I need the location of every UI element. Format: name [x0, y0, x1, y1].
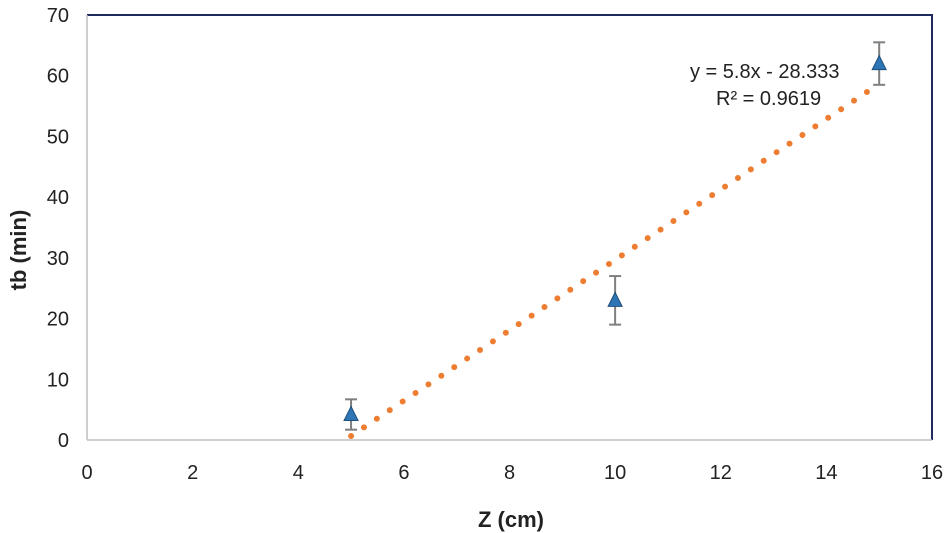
trendline-equation: y = 5.8x - 28.333: [690, 61, 840, 83]
x-tick-label: 6: [398, 462, 409, 484]
y-tick-label: 30: [47, 248, 69, 270]
x-tick-label: 4: [293, 462, 304, 484]
x-axis-title: Z (cm): [478, 507, 544, 532]
trendline-r-squared: R² = 0.9619: [716, 88, 821, 110]
y-tick-label: 50: [47, 126, 69, 148]
x-tick-label: 2: [187, 462, 198, 484]
data-point-triangle: [607, 291, 623, 307]
x-tick-label: 10: [604, 462, 626, 484]
y-tick-label: 40: [47, 187, 69, 209]
axes: 0 10 20 30 40 50 60 70 0 2 4 6 8 10 12 14 16: [47, 5, 943, 484]
y-axis-title: tb (min): [6, 210, 31, 291]
data-point-triangle: [871, 54, 887, 71]
y-tick-label: 70: [47, 5, 69, 27]
y-tick-label: 60: [47, 66, 69, 88]
y-tick-label: 20: [47, 309, 69, 331]
x-tick-label: 0: [81, 462, 92, 484]
y-tick-label: 0: [58, 430, 69, 452]
x-tick-label: 12: [710, 462, 732, 484]
x-tick-label: 14: [815, 462, 837, 484]
x-tick-label: 16: [921, 462, 943, 484]
data-series: [343, 41, 887, 431]
trendline: [348, 80, 883, 439]
x-tick-label: 8: [504, 462, 515, 484]
data-point-triangle: [343, 405, 359, 421]
y-tick-label: 10: [47, 369, 69, 391]
trendline-dotted: [348, 80, 883, 439]
plot-border: [87, 14, 933, 440]
